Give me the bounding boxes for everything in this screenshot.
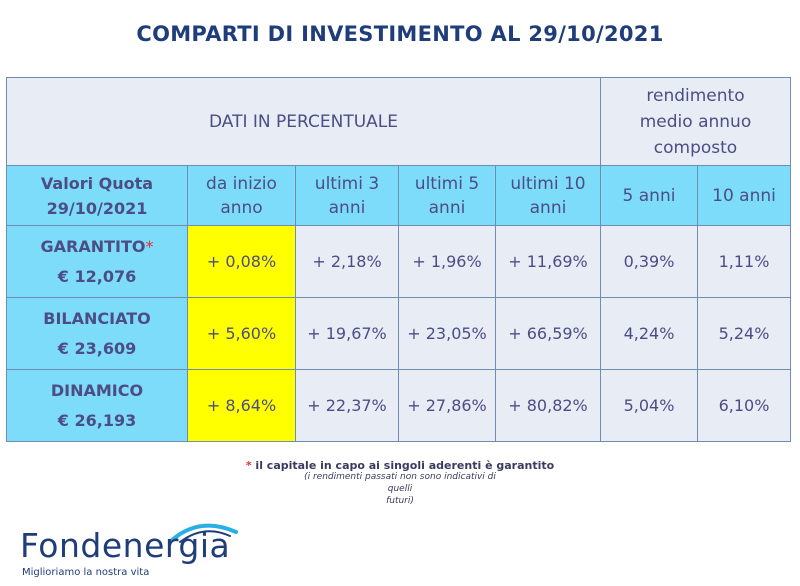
- fund-dinamico: DINAMICO € 26,193: [6, 369, 188, 442]
- header-dati-percentuale: DATI IN PERCENTUALE: [6, 77, 601, 166]
- header-main-label: DATI IN PERCENTUALE: [209, 111, 398, 132]
- col-header-rend-5: 5 anni: [600, 165, 698, 226]
- logo-tagline: Miglioriamo la nostra vita: [22, 567, 150, 578]
- y5-value: + 23,05%: [398, 297, 496, 370]
- col-header-valori-quota: Valori Quota 29/10/2021: [6, 165, 188, 226]
- rend10-value: 6,10%: [697, 369, 791, 442]
- col-header-rend-10: 10 anni: [697, 165, 791, 226]
- col-header-ultimi-10: ultimi 10 anni: [495, 165, 601, 226]
- table-row: GARANTITO* € 12,076 + 0,08% + 2,18% + 1,…: [6, 225, 791, 298]
- y3-value: + 22,37%: [295, 369, 399, 442]
- rend5-value: 4,24%: [600, 297, 698, 370]
- fund-garantito: GARANTITO* € 12,076: [6, 225, 188, 298]
- y3-value: + 19,67%: [295, 297, 399, 370]
- quota-value: € 23,609: [57, 338, 137, 358]
- ytd-value: + 8,64%: [187, 369, 296, 442]
- col-header-ultimi-3: ultimi 3 anni: [295, 165, 399, 226]
- logo-swoosh-icon: [170, 523, 238, 543]
- y10-value: + 80,82%: [495, 369, 601, 442]
- col-header-inizio-anno: da inizio anno: [187, 165, 296, 226]
- y5-value: + 27,86%: [398, 369, 496, 442]
- ytd-value: + 5,60%: [187, 297, 296, 370]
- rend10-value: 5,24%: [697, 297, 791, 370]
- table-row: DINAMICO € 26,193 + 8,64% + 22,37% + 27,…: [6, 369, 791, 442]
- disclaimer-note: (i rendimenti passati non sono indicativ…: [304, 472, 496, 506]
- y5-value: + 1,96%: [398, 225, 496, 298]
- y10-value: + 66,59%: [495, 297, 601, 370]
- table-row: BILANCIATO € 23,609 + 5,60% + 19,67% + 2…: [6, 297, 791, 370]
- fund-returns-table: DATI IN PERCENTUALE rendimento medio ann…: [6, 77, 791, 442]
- quota-value: € 12,076: [57, 266, 137, 286]
- logo-wordmark: Fondenergia: [20, 526, 231, 565]
- page-title: COMPARTI DI INVESTIMENTO AL 29/10/2021: [136, 22, 664, 46]
- y3-value: + 2,18%: [295, 225, 399, 298]
- ytd-value: + 0,08%: [187, 225, 296, 298]
- note-star: *: [245, 459, 252, 472]
- garantito-star: *: [145, 236, 154, 256]
- rend5-value: 0,39%: [600, 225, 698, 298]
- y10-value: + 11,69%: [495, 225, 601, 298]
- rend5-value: 5,04%: [600, 369, 698, 442]
- garantito-note: * il capitale in capo ai singoli aderent…: [0, 459, 800, 472]
- note-text: il capitale in capo ai singoli aderenti …: [255, 459, 555, 472]
- col-header-ultimi-5: ultimi 5 anni: [398, 165, 496, 226]
- quota-value: € 26,193: [57, 410, 137, 430]
- header-rendimento: rendimento medio annuo composto: [600, 77, 791, 166]
- fondenergia-logo: Fondenergia Miglioriamo la nostra vita: [20, 520, 280, 580]
- rend10-value: 1,11%: [697, 225, 791, 298]
- fund-bilanciato: BILANCIATO € 23,609: [6, 297, 188, 370]
